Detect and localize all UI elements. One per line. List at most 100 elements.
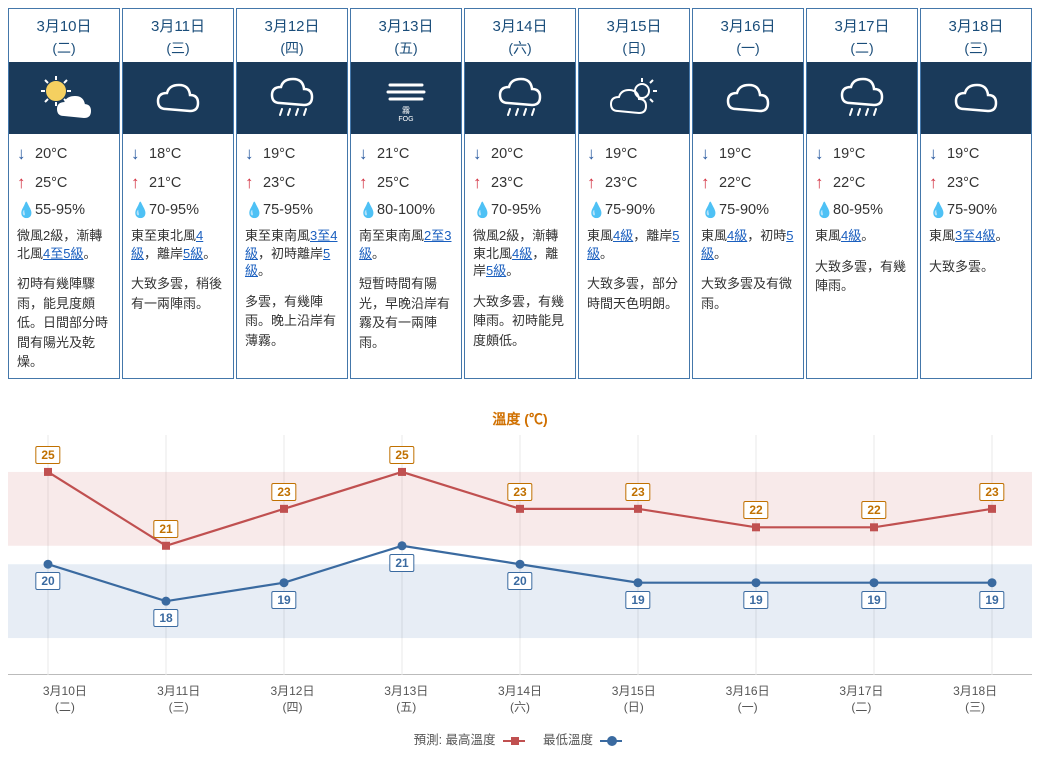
day-weekday: (日) (579, 38, 689, 62)
high-temp-value: 22°C (833, 171, 865, 196)
day-metrics: ↓20°C↑23°C💧70-95% (465, 134, 575, 227)
chart-hi-label: 23 (271, 483, 296, 501)
legend-prefix: 預測: (414, 733, 442, 747)
high-temp-icon: ↑ (245, 169, 259, 198)
low-temp-icon: ↓ (245, 140, 259, 169)
weather-icon (123, 62, 233, 134)
svg-text:FOG: FOG (398, 116, 413, 123)
forecast-description: 大致多雲，有幾陣雨。初時能見度頗低。 (465, 284, 575, 357)
high-temp-value: 23°C (263, 171, 295, 196)
chart-hi-label: 25 (389, 446, 414, 464)
low-temp-icon: ↓ (131, 140, 145, 169)
chart-hi-label: 21 (153, 520, 178, 538)
wind-force-link[interactable]: 5級 (183, 246, 203, 261)
chart-legend: 預測: 最高溫度 最低溫度 (8, 729, 1032, 748)
wind-text: 東至東北風4級，離岸5級。 (123, 227, 233, 266)
day-weekday: (一) (693, 38, 803, 62)
day-date: 3月11日 (123, 9, 233, 38)
day-card[interactable]: 3月11日(三)↓18°C↑21°C💧70-95%東至東北風4級，離岸5級。大致… (122, 8, 234, 379)
chart-lo-label: 19 (743, 591, 768, 609)
humidity-value: 75-90% (947, 198, 997, 223)
chart-x-tick: 3月11日(三) (122, 683, 236, 715)
day-card[interactable]: 3月16日(一)↓19°C↑22°C💧75-90%東風4級，初時5級。大致多雲及… (692, 8, 804, 379)
humidity-value: 55-95% (35, 198, 85, 223)
low-temp-value: 19°C (263, 142, 295, 167)
wind-force-link[interactable]: 4級 (613, 228, 633, 243)
high-temp-icon: ↑ (929, 169, 943, 198)
high-temp-icon: ↑ (359, 169, 373, 198)
humidity-icon: 💧 (701, 198, 715, 224)
forecast-description: 多雲，有幾陣雨。晚上沿岸有薄霧。 (237, 284, 347, 357)
chart-hi-label: 22 (743, 501, 768, 519)
day-date: 3月12日 (237, 9, 347, 38)
chart-hi-label: 23 (625, 483, 650, 501)
day-card[interactable]: 3月13日(五)霧FOG↓21°C↑25°C💧80-100%南至東南風2至3級。… (350, 8, 462, 379)
wind-force-link[interactable]: 5級 (486, 263, 506, 278)
chart-x-tick: 3月13日(五) (349, 683, 463, 715)
high-temp-icon: ↑ (701, 169, 715, 198)
wind-force-link[interactable]: 4至5級 (43, 246, 83, 261)
humidity-icon: 💧 (131, 198, 145, 224)
low-temp-value: 20°C (491, 142, 523, 167)
forecast-description: 初時有幾陣驟雨，能見度頗低。日間部分時間有陽光及乾燥。 (9, 266, 119, 378)
high-temp-value: 23°C (605, 171, 637, 196)
weather-icon (579, 62, 689, 134)
day-date: 3月18日 (921, 9, 1031, 38)
weather-icon (465, 62, 575, 134)
wind-force-link[interactable]: 4級 (727, 228, 747, 243)
wind-text: 東風4級。 (807, 227, 917, 249)
low-temp-icon: ↓ (701, 140, 715, 169)
legend-hi-swatch (503, 740, 525, 742)
day-card[interactable]: 3月10日(二)↓20°C↑25°C💧55-95%微風2級，漸轉北風4至5級。初… (8, 8, 120, 379)
high-temp-value: 22°C (719, 171, 751, 196)
humidity-icon: 💧 (587, 198, 601, 224)
chart-x-tick: 3月10日(二) (8, 683, 122, 715)
wind-text: 東風4級，初時5級。 (693, 227, 803, 266)
high-temp-icon: ↑ (815, 169, 829, 198)
forecast-description: 大致多雲。 (921, 249, 1031, 283)
high-temp-value: 25°C (377, 171, 409, 196)
day-card[interactable]: 3月17日(二)↓19°C↑22°C💧80-95%東風4級。大致多雲，有幾陣雨。 (806, 8, 918, 379)
day-metrics: ↓19°C↑22°C💧75-90% (693, 134, 803, 227)
chart-lo-label: 19 (271, 591, 296, 609)
humidity-value: 80-95% (833, 198, 883, 223)
chart-x-axis: 3月10日(二)3月11日(三)3月12日(四)3月13日(五)3月14日(六)… (8, 683, 1032, 715)
low-temp-icon: ↓ (17, 140, 31, 169)
chart-hi-label: 23 (507, 483, 532, 501)
day-metrics: ↓20°C↑25°C💧55-95% (9, 134, 119, 227)
day-metrics: ↓21°C↑25°C💧80-100% (351, 134, 461, 227)
wind-text: 南至東南風2至3級。 (351, 227, 461, 266)
day-card[interactable]: 3月18日(三)↓19°C↑23°C💧75-90%東風3至4級。大致多雲。 (920, 8, 1032, 379)
day-card[interactable]: 3月14日(六)↓20°C↑23°C💧70-95%微風2級，漸轉東北風4級，離岸… (464, 8, 576, 379)
wind-force-link[interactable]: 4級 (841, 228, 861, 243)
wind-force-link[interactable]: 4級 (512, 246, 532, 261)
forecast-grid: 3月10日(二)↓20°C↑25°C💧55-95%微風2級，漸轉北風4至5級。初… (8, 8, 1032, 379)
low-temp-icon: ↓ (473, 140, 487, 169)
low-temp-value: 21°C (377, 142, 409, 167)
day-date: 3月13日 (351, 9, 461, 38)
chart-lo-label: 19 (625, 591, 650, 609)
humidity-icon: 💧 (815, 198, 829, 224)
forecast-description: 大致多雲，有幾陣雨。 (807, 249, 917, 302)
wind-text: 微風2級，漸轉東北風4級，離岸5級。 (465, 227, 575, 284)
low-temp-value: 19°C (719, 142, 751, 167)
wind-text: 東風4級，離岸5級。 (579, 227, 689, 266)
chart-x-tick: 3月12日(四) (236, 683, 350, 715)
day-card[interactable]: 3月15日(日)↓19°C↑23°C💧75-90%東風4級，離岸5級。大致多雲，… (578, 8, 690, 379)
humidity-icon: 💧 (359, 198, 373, 224)
chart-lo-label: 19 (979, 591, 1004, 609)
day-weekday: (四) (237, 38, 347, 62)
day-date: 3月16日 (693, 9, 803, 38)
humidity-icon: 💧 (17, 198, 31, 224)
wind-text: 東至東南風3至4級，初時離岸5級。 (237, 227, 347, 284)
chart-x-tick: 3月18日(三) (918, 683, 1032, 715)
high-temp-icon: ↑ (473, 169, 487, 198)
day-weekday: (五) (351, 38, 461, 62)
humidity-value: 70-95% (149, 198, 199, 223)
humidity-value: 75-95% (263, 198, 313, 223)
day-card[interactable]: 3月12日(四)↓19°C↑23°C💧75-95%東至東南風3至4級，初時離岸5… (236, 8, 348, 379)
forecast-description: 大致多雲，稍後有一兩陣雨。 (123, 266, 233, 319)
chart-x-tick: 3月16日(一) (691, 683, 805, 715)
wind-force-link[interactable]: 3至4級 (955, 228, 995, 243)
chart-lo-label: 20 (35, 572, 60, 590)
